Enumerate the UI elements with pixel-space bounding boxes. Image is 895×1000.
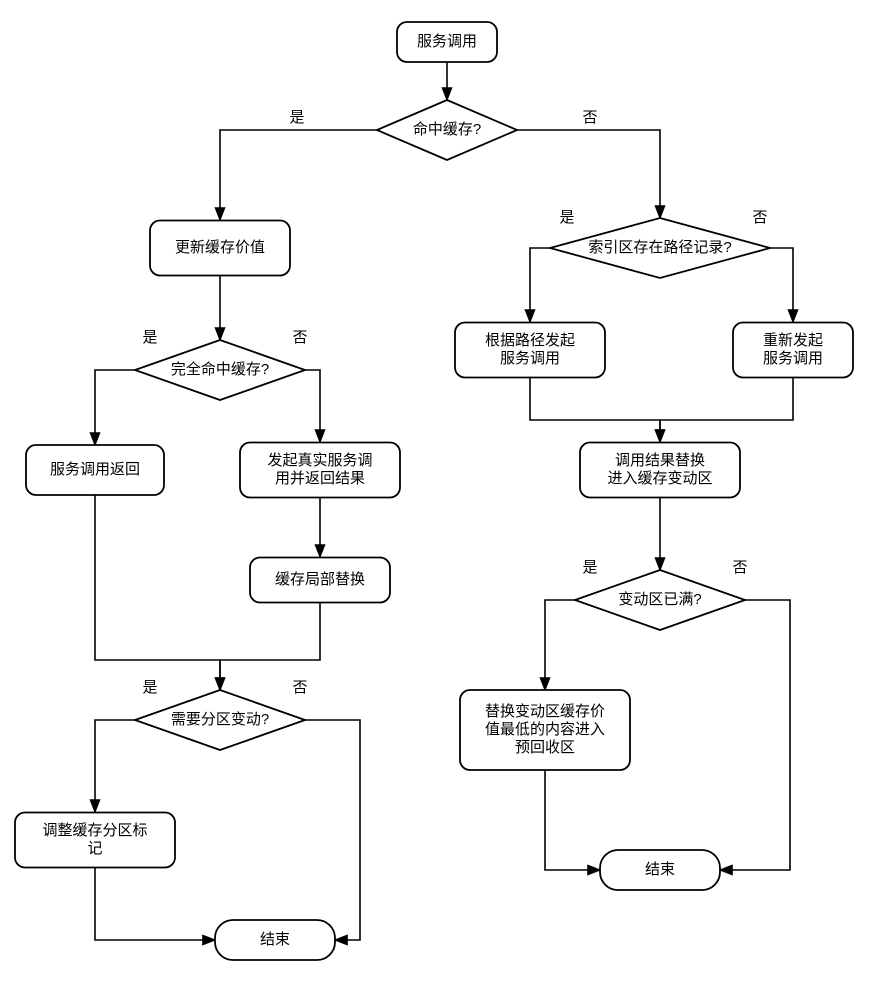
edge-svc_return-d_needpart xyxy=(95,495,220,690)
node-d_needpart-label-0: 需要分区变动? xyxy=(171,711,269,728)
node-d_fullhit-label-0: 完全命中缓存? xyxy=(171,360,269,378)
node-real_call-label-1: 用并返回结果 xyxy=(275,470,365,487)
node-bypath-label-1: 服务调用 xyxy=(500,350,560,367)
node-evict-label-0: 替换变动区缓存价 xyxy=(485,703,605,720)
edge-d_needpart-end_left xyxy=(305,720,360,940)
flowchart-canvas: 是否是否是否是否是否服务调用命中缓存?更新缓存价值完全命中缓存?服务调用返回发起… xyxy=(0,0,895,1000)
node-updval-label-0: 更新缓存价值 xyxy=(175,239,265,256)
node-svc_return: 服务调用返回 xyxy=(26,445,164,495)
node-d_index: 索引区存在路径记录? xyxy=(550,218,770,278)
edge-label-d_index-bypath: 是 xyxy=(559,209,574,226)
nodes-layer: 服务调用命中缓存?更新缓存价值完全命中缓存?服务调用返回发起真实服务调用并返回结… xyxy=(15,22,853,960)
node-d_hitcache: 命中缓存? xyxy=(377,100,517,160)
node-end_right-label-0: 结束 xyxy=(645,861,675,878)
edge-d_full-end_right xyxy=(720,600,790,870)
edge-label-d_fullhit-svc_return: 是 xyxy=(142,329,157,346)
node-adj_partition-label-0: 调整缓存分区标 xyxy=(42,822,147,839)
node-evict: 替换变动区缓存价值最低的内容进入预回收区 xyxy=(460,690,630,770)
edge-label-d_full-end_right: 否 xyxy=(732,559,747,576)
edge-d_index-bypath xyxy=(530,248,550,322)
node-start-label-0: 服务调用 xyxy=(417,33,477,50)
node-d_needpart: 需要分区变动? xyxy=(135,690,305,750)
node-recall-label-1: 服务调用 xyxy=(763,350,823,367)
edge-label-d_needpart-adj_partition: 是 xyxy=(142,679,157,696)
node-local_repl-label-0: 缓存局部替换 xyxy=(275,571,365,588)
node-local_repl: 缓存局部替换 xyxy=(250,558,390,603)
edges-layer: 是否是否是否是否是否 xyxy=(95,62,793,940)
node-adj_partition-label-1: 记 xyxy=(87,840,102,857)
edge-d_index-recall xyxy=(770,248,793,322)
edge-label-d_index-recall: 否 xyxy=(752,209,767,226)
edge-d_hitcache-updval xyxy=(220,130,377,220)
node-bypath-label-0: 根据路径发起 xyxy=(485,332,575,349)
edge-d_fullhit-svc_return xyxy=(95,370,135,445)
node-start: 服务调用 xyxy=(397,22,497,62)
edge-label-d_hitcache-updval: 是 xyxy=(289,109,304,126)
edge-d_hitcache-d_index xyxy=(517,130,660,218)
node-updval: 更新缓存价值 xyxy=(150,221,290,276)
node-d_index-label-0: 索引区存在路径记录? xyxy=(588,239,731,256)
node-evict-label-1: 值最低的内容进入 xyxy=(485,721,605,738)
node-svc_return-label-0: 服务调用返回 xyxy=(50,461,140,478)
edge-recall-replace_dyn xyxy=(660,378,793,442)
node-evict-label-2: 预回收区 xyxy=(515,739,575,756)
node-replace_dyn-label-1: 进入缓存变动区 xyxy=(607,470,712,487)
node-recall-label-0: 重新发起 xyxy=(763,332,823,349)
node-d_hitcache-label-0: 命中缓存? xyxy=(413,120,481,138)
edge-label-d_full-evict: 是 xyxy=(582,559,597,576)
node-end_left-label-0: 结束 xyxy=(260,931,290,948)
edge-label-d_hitcache-d_index: 否 xyxy=(582,109,597,126)
node-real_call: 发起真实服务调用并返回结果 xyxy=(240,443,400,498)
edge-local_repl-d_needpart xyxy=(220,603,320,690)
node-end_left: 结束 xyxy=(215,920,335,960)
node-adj_partition: 调整缓存分区标记 xyxy=(15,813,175,868)
edge-bypath-replace_dyn xyxy=(530,378,660,442)
node-d_fullhit: 完全命中缓存? xyxy=(135,340,305,400)
node-d_full: 变动区已满? xyxy=(575,570,745,630)
edge-evict-end_right xyxy=(545,770,600,870)
node-replace_dyn: 调用结果替换进入缓存变动区 xyxy=(580,443,740,498)
edge-label-d_fullhit-real_call: 否 xyxy=(292,329,307,346)
node-end_right: 结束 xyxy=(600,850,720,890)
node-replace_dyn-label-0: 调用结果替换 xyxy=(615,452,705,469)
edge-d_full-evict xyxy=(545,600,575,690)
edge-adj_partition-end_left xyxy=(95,868,215,940)
node-real_call-label-0: 发起真实服务调 xyxy=(267,451,372,469)
node-bypath: 根据路径发起服务调用 xyxy=(455,323,605,378)
edge-label-d_needpart-end_left: 否 xyxy=(292,679,307,696)
edge-d_needpart-adj_partition xyxy=(95,720,135,812)
edge-d_fullhit-real_call xyxy=(305,370,320,442)
node-recall: 重新发起服务调用 xyxy=(733,323,853,378)
node-d_full-label-0: 变动区已满? xyxy=(618,591,701,608)
